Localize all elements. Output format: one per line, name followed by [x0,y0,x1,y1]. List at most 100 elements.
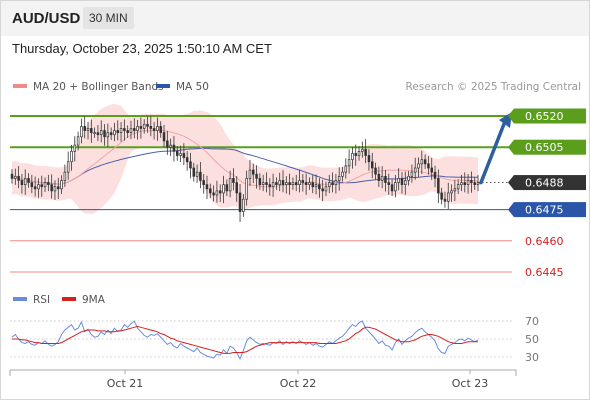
candle-body [318,184,321,190]
candle-body [337,175,341,181]
candle-body [427,163,430,169]
price-label: 0.6445 [525,266,564,279]
candle-body [106,132,110,138]
candle-body [437,178,440,194]
price-label: 0.6488 [525,177,564,190]
candle-body [103,130,106,138]
candle-body [123,128,126,131]
candle-body [413,167,417,173]
candle-body [113,130,116,136]
rsi-scale-label: 50 [525,333,539,346]
candle-body [10,173,14,179]
candle-body [27,178,30,183]
price-label-bg [514,202,586,218]
candle-body [370,161,374,169]
candle-body [476,182,480,185]
rsi-line [11,320,479,360]
candle-body [271,182,275,188]
candle-body [57,186,60,190]
x-tick-label: Oct 21 [107,377,144,390]
candle-body [410,171,414,177]
timeframe-badge[interactable]: 30 MIN [83,7,134,29]
candle-body [252,169,255,175]
candle-body [116,130,120,133]
rsi-9ma-line [12,325,478,354]
candle-body [136,126,139,131]
x-tick-label: Oct 22 [280,377,317,390]
candle-body [443,198,447,202]
candle-body [321,188,324,192]
candle-body [133,128,136,131]
price-panel: 0.6520 0.6505 0.6488 0.6475 0.6460 0.6445 [10,103,586,279]
candle-body [215,190,219,196]
price-label-bg [514,139,586,155]
x-tick-label: Oct 23 [452,377,489,390]
candle-body [99,130,103,136]
candle-body [175,151,179,156]
candle-body [404,180,407,185]
candle-body [390,184,394,192]
candle-body [195,171,199,177]
price-label-bg [514,108,586,124]
candle-body [463,182,467,185]
datetime-label: Thursday, October 23, 2025 1:50:10 AM CE… [12,41,272,56]
candle-body [70,151,73,163]
candle-body [14,175,17,179]
candle-body [83,126,86,131]
candle-body [212,192,215,196]
candle-body [433,171,437,179]
ma9-legend-swatch [62,297,76,301]
price-label-pointer [508,202,514,218]
candle-body [420,159,424,165]
ma50-line [11,147,479,185]
candle-body [460,182,463,185]
rsi-legend-label: RSI [33,294,50,306]
candle-body [225,184,229,192]
candle-body [291,182,295,185]
candle-body [47,182,50,185]
candle-body [328,182,331,188]
candle-body [232,178,235,183]
candle-body [80,126,83,138]
price-label: 0.6475 [525,204,564,217]
ma50-legend-swatch [156,84,170,88]
candle-body [23,178,27,185]
candle-body [294,182,298,185]
candle-body [139,126,143,129]
candle-body [397,178,400,183]
rsi-scale-label: 70 [525,315,539,328]
candle-body [37,184,40,190]
candle-body [60,180,63,190]
candle-body [126,130,129,133]
candle-body [367,155,371,163]
candle-body [222,184,225,194]
price-label-bg [514,175,586,191]
candle-body [235,182,238,194]
candle-body [354,153,357,156]
candle-body [66,161,70,173]
price-label: 0.6460 [525,235,564,248]
candle-body [357,151,361,156]
candle-body [278,180,281,185]
ma50-legend-label: MA 50 [176,81,209,93]
ma20-line [11,129,479,188]
candle-body [129,128,133,133]
candle-body [394,182,397,192]
candle-body [334,180,338,185]
candle-body [351,153,354,161]
candle-body [50,184,53,192]
candle-body [407,175,410,181]
rsi-scale-label: 30 [525,351,539,364]
candle-body [473,182,476,185]
candle-body [453,188,457,192]
candle-body [76,136,80,146]
candle-body [86,128,90,131]
candle-body [63,171,67,181]
rsi-legend-swatch [13,297,27,301]
candle-body [456,184,460,190]
price-label-pointer [508,175,514,191]
candle-body [172,144,176,152]
candle-body [33,186,37,190]
candle-body [344,165,348,173]
